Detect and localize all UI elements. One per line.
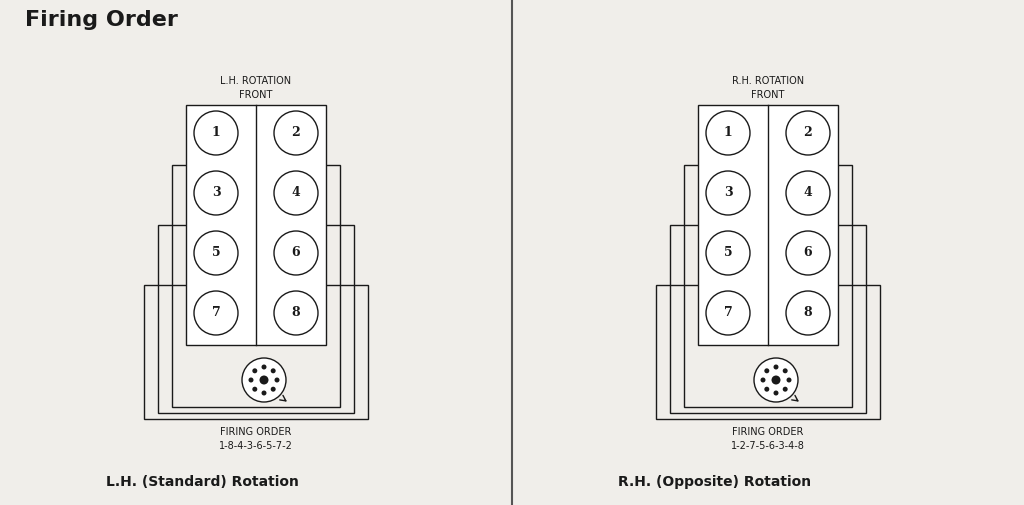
Circle shape bbox=[194, 291, 238, 335]
Text: 8: 8 bbox=[804, 307, 812, 320]
Text: L.H. ROTATION
FRONT: L.H. ROTATION FRONT bbox=[220, 76, 292, 100]
Text: 5: 5 bbox=[724, 246, 732, 260]
Bar bbox=[698, 105, 838, 345]
Circle shape bbox=[249, 378, 254, 382]
Bar bbox=[684, 165, 852, 407]
Text: 7: 7 bbox=[212, 307, 220, 320]
Circle shape bbox=[773, 390, 778, 395]
Circle shape bbox=[706, 111, 750, 155]
Text: 4: 4 bbox=[804, 186, 812, 199]
Bar bbox=[186, 105, 326, 345]
Circle shape bbox=[771, 376, 780, 384]
Circle shape bbox=[194, 231, 238, 275]
Bar bbox=[656, 285, 880, 419]
Text: L.H. (Standard) Rotation: L.H. (Standard) Rotation bbox=[106, 475, 299, 489]
Circle shape bbox=[274, 111, 318, 155]
Text: 2: 2 bbox=[804, 126, 812, 139]
Text: FIRING ORDER
1-8-4-3-6-5-7-2: FIRING ORDER 1-8-4-3-6-5-7-2 bbox=[219, 427, 293, 451]
Text: R.H. ROTATION
FRONT: R.H. ROTATION FRONT bbox=[732, 76, 804, 100]
Circle shape bbox=[786, 291, 830, 335]
Circle shape bbox=[706, 231, 750, 275]
Circle shape bbox=[782, 387, 787, 392]
Text: 6: 6 bbox=[804, 246, 812, 260]
Circle shape bbox=[261, 365, 266, 370]
Circle shape bbox=[773, 365, 778, 370]
Circle shape bbox=[252, 368, 257, 373]
Text: 6: 6 bbox=[292, 246, 300, 260]
Text: 1: 1 bbox=[724, 126, 732, 139]
Text: Firing Order: Firing Order bbox=[25, 10, 178, 30]
Circle shape bbox=[764, 387, 769, 392]
Circle shape bbox=[706, 171, 750, 215]
Circle shape bbox=[259, 376, 268, 384]
Bar bbox=[670, 225, 866, 413]
Bar bbox=[158, 225, 354, 413]
Circle shape bbox=[242, 358, 286, 402]
Circle shape bbox=[764, 368, 769, 373]
Circle shape bbox=[786, 171, 830, 215]
Circle shape bbox=[270, 368, 275, 373]
Circle shape bbox=[786, 231, 830, 275]
Circle shape bbox=[754, 358, 798, 402]
Text: 3: 3 bbox=[724, 186, 732, 199]
Circle shape bbox=[194, 111, 238, 155]
Text: R.H. (Opposite) Rotation: R.H. (Opposite) Rotation bbox=[618, 475, 811, 489]
Circle shape bbox=[274, 291, 318, 335]
Text: 3: 3 bbox=[212, 186, 220, 199]
Circle shape bbox=[706, 291, 750, 335]
Text: FIRING ORDER
1-2-7-5-6-3-4-8: FIRING ORDER 1-2-7-5-6-3-4-8 bbox=[731, 427, 805, 451]
Circle shape bbox=[261, 390, 266, 395]
Text: 7: 7 bbox=[724, 307, 732, 320]
Circle shape bbox=[761, 378, 766, 382]
Circle shape bbox=[786, 378, 792, 382]
Circle shape bbox=[252, 387, 257, 392]
Bar bbox=[144, 285, 368, 419]
Circle shape bbox=[786, 111, 830, 155]
Circle shape bbox=[274, 378, 280, 382]
Circle shape bbox=[270, 387, 275, 392]
Text: 2: 2 bbox=[292, 126, 300, 139]
Text: 1: 1 bbox=[212, 126, 220, 139]
Circle shape bbox=[194, 171, 238, 215]
Circle shape bbox=[782, 368, 787, 373]
Text: 8: 8 bbox=[292, 307, 300, 320]
Text: 5: 5 bbox=[212, 246, 220, 260]
Text: 4: 4 bbox=[292, 186, 300, 199]
Circle shape bbox=[274, 231, 318, 275]
Bar bbox=[172, 165, 340, 407]
Circle shape bbox=[274, 171, 318, 215]
